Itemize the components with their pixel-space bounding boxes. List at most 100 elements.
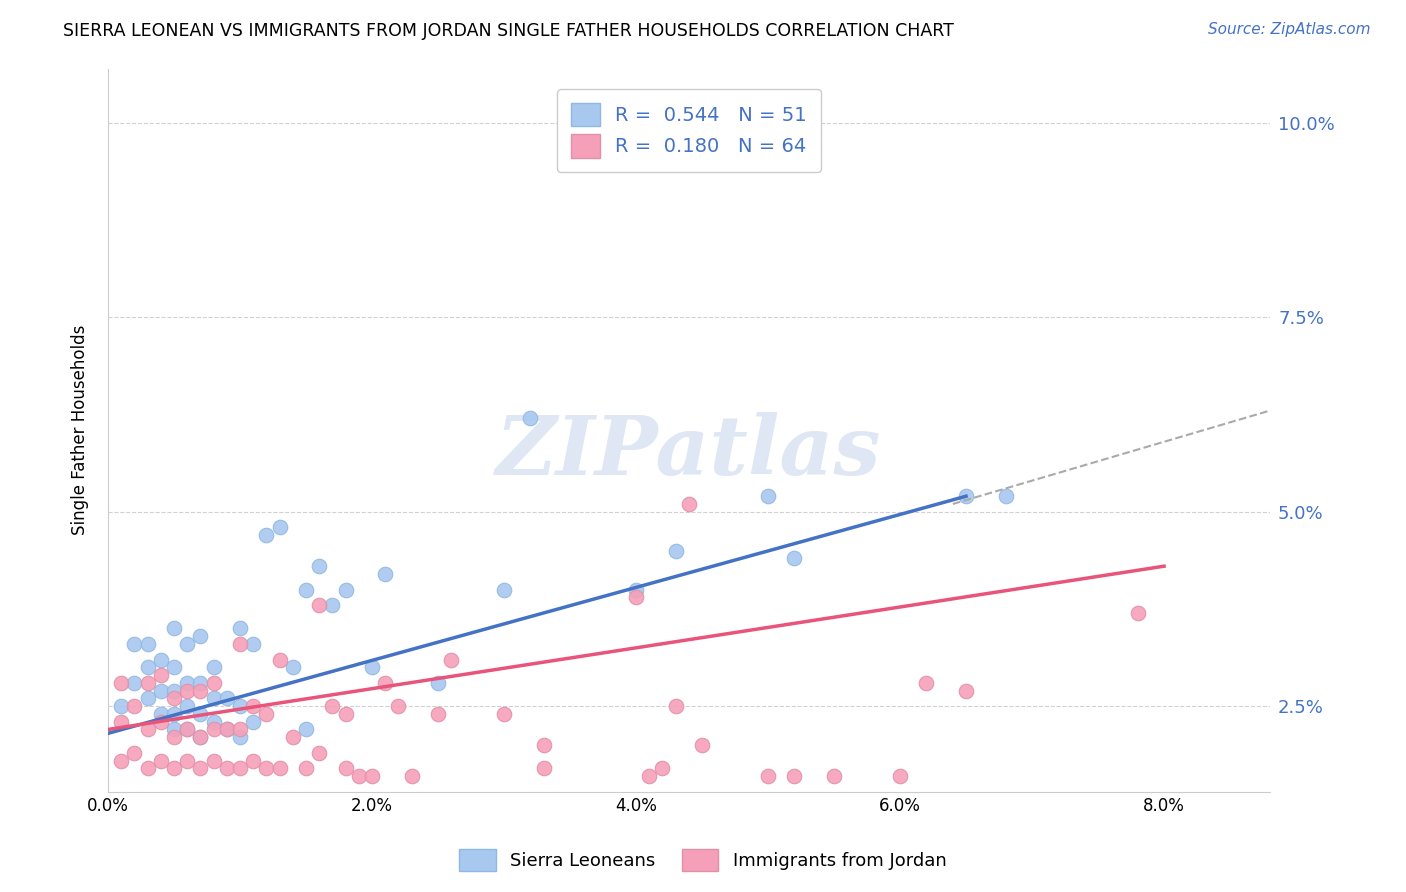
Point [638,769,661,783]
Point [176,723,198,737]
Point [163,683,186,698]
Point [242,699,264,714]
Point [915,676,938,690]
Point [281,731,304,745]
Point [335,706,357,721]
Point [124,637,146,651]
Point [783,769,806,783]
Point [665,699,688,714]
Point [124,676,146,690]
Point [308,598,330,612]
Point [492,706,515,721]
Point [110,676,132,690]
Point [190,629,212,643]
Point [347,769,370,783]
Point [756,489,779,503]
Point [136,691,159,706]
Point [361,660,384,674]
Point [190,676,212,690]
Point [136,660,159,674]
Point [242,637,264,651]
Point [321,699,343,714]
Point [149,652,172,666]
Point [202,691,225,706]
Point [163,706,186,721]
Point [190,706,212,721]
Point [229,731,252,745]
Point [624,591,647,605]
Point [176,676,198,690]
Point [163,723,186,737]
Point [308,746,330,760]
Point [215,691,238,706]
Point [440,652,463,666]
Point [190,731,212,745]
Point [242,754,264,768]
Point [229,761,252,775]
Point [124,746,146,760]
Point [361,769,384,783]
Point [955,683,977,698]
Point [295,761,318,775]
Point [215,723,238,737]
Point [163,660,186,674]
Point [254,761,277,775]
Point [678,497,700,511]
Point [149,754,172,768]
Point [136,637,159,651]
Point [533,761,555,775]
Point [401,769,423,783]
Point [783,551,806,566]
Point [110,754,132,768]
Point [229,723,252,737]
Point [190,683,212,698]
Point [229,621,252,635]
Point [163,691,186,706]
Text: SIERRA LEONEAN VS IMMIGRANTS FROM JORDAN SINGLE FATHER HOUSEHOLDS CORRELATION CH: SIERRA LEONEAN VS IMMIGRANTS FROM JORDAN… [63,22,955,40]
Point [124,699,146,714]
Point [176,754,198,768]
Point [163,761,186,775]
Point [215,761,238,775]
Point [190,731,212,745]
Point [136,723,159,737]
Point [269,652,291,666]
Text: Source: ZipAtlas.com: Source: ZipAtlas.com [1208,22,1371,37]
Point [190,761,212,775]
Point [955,489,977,503]
Point [202,660,225,674]
Point [756,769,779,783]
Point [427,706,450,721]
Point [492,582,515,597]
Point [321,598,343,612]
Point [149,683,172,698]
Point [335,582,357,597]
Point [149,706,172,721]
Point [136,761,159,775]
Point [242,714,264,729]
Point [533,738,555,752]
Point [1126,606,1149,620]
Point [281,660,304,674]
Point [665,543,688,558]
Point [690,738,713,752]
Point [269,520,291,534]
Point [889,769,911,783]
Point [163,621,186,635]
Point [215,723,238,737]
Point [229,699,252,714]
Point [202,723,225,737]
Point [387,699,409,714]
Point [335,761,357,775]
Legend: Sierra Leoneans, Immigrants from Jordan: Sierra Leoneans, Immigrants from Jordan [453,842,953,879]
Point [229,637,252,651]
Point [202,676,225,690]
Point [254,528,277,542]
Point [427,676,450,690]
Text: ZIPatlas: ZIPatlas [496,412,882,491]
Point [110,714,132,729]
Point [149,714,172,729]
Point [308,559,330,574]
Point [176,699,198,714]
Point [519,411,541,425]
